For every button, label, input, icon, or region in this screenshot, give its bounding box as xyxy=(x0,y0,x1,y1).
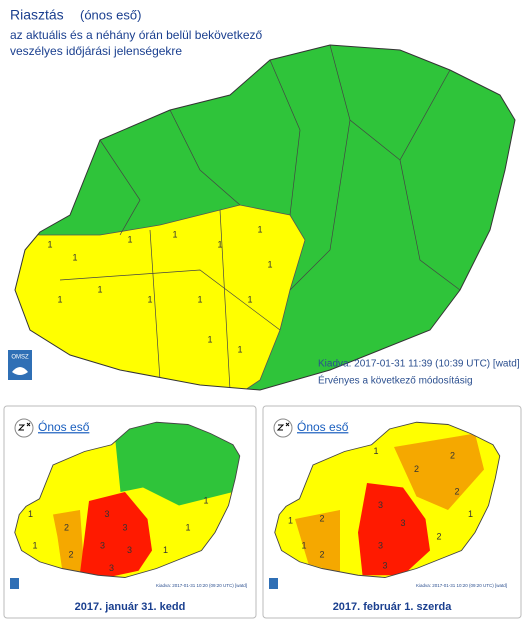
region-level: 2 xyxy=(64,522,69,532)
region-level: 1 xyxy=(468,509,473,519)
region-level: 3 xyxy=(400,518,405,528)
region-level: 1 xyxy=(32,540,37,550)
region-level: 1 xyxy=(203,495,208,505)
icon xyxy=(14,418,34,438)
panel-issued: Kiadva: 2017-01-31 10:20 (09:20 UTC) [wa… xyxy=(416,583,507,588)
region-level: 1 xyxy=(47,239,52,249)
region-level: 1 xyxy=(257,224,262,234)
region-level: 3 xyxy=(104,509,109,519)
logo-text: OMSZ xyxy=(11,355,29,361)
panel-issued: Kiadva: 2017-01-31 10:20 (09:20 UTC) [wa… xyxy=(156,583,247,588)
logo xyxy=(10,578,19,589)
region-level: 3 xyxy=(122,522,127,532)
region-level: 2 xyxy=(450,450,455,460)
panel-map: 1 1 1 1 2 2 2 2 2 2 3 3 3 3 xyxy=(274,421,501,578)
region-level: 1 xyxy=(197,294,202,304)
logo-wave xyxy=(12,367,28,375)
region-level: 1 xyxy=(185,522,190,532)
icon xyxy=(273,418,293,438)
region-level: 1 xyxy=(207,334,212,344)
issued: Kiadva: 2017-01-31 11:39 (10:39 UTC) [wa… xyxy=(318,359,520,370)
region-level: 3 xyxy=(127,545,132,555)
subtitle-line: veszélyes időjárási jelenségekre xyxy=(10,44,182,58)
region-level: 2 xyxy=(319,513,324,523)
region-level: 1 xyxy=(72,252,77,262)
region-level: 1 xyxy=(127,234,132,244)
region-level: 2 xyxy=(414,464,419,474)
region-level: 1 xyxy=(247,294,252,304)
region-level: 1 xyxy=(57,294,62,304)
region-level: 2 xyxy=(454,486,459,496)
region-level: 1 xyxy=(267,259,272,269)
region-level: 3 xyxy=(109,563,114,573)
region-level: 1 xyxy=(163,545,168,555)
region-level: 1 xyxy=(288,516,293,526)
region-level: 3 xyxy=(378,540,383,550)
region-level: 3 xyxy=(382,561,387,571)
panel-link[interactable]: Ónos eső xyxy=(38,419,90,434)
validity: Érvényes a következő módosításig xyxy=(318,374,473,387)
region-level: 2 xyxy=(68,549,73,559)
subtitle: (ónos eső) xyxy=(80,7,141,22)
region-level: 1 xyxy=(373,446,378,456)
region-level: 3 xyxy=(378,500,383,510)
subtitle-line: az aktuális és a néhány órán belül beköv… xyxy=(10,28,262,42)
region-level: 1 xyxy=(217,239,222,249)
panel-link[interactable]: Ónos eső xyxy=(297,419,349,434)
region-level: 1 xyxy=(301,540,306,550)
region-level: 1 xyxy=(237,344,242,354)
main-map: 1 1 1 1 1 1 1 1 1 1 1 1 1 1 xyxy=(14,44,516,391)
region-level: 1 xyxy=(147,294,152,304)
panel-date: 2017. február 1. szerda xyxy=(333,601,453,613)
logo xyxy=(269,578,278,589)
region-level: 3 xyxy=(100,540,105,550)
panel-date: 2017. január 31. kedd xyxy=(75,601,186,613)
region-level: 2 xyxy=(319,549,324,559)
region-level: 1 xyxy=(172,229,177,239)
region-level: 1 xyxy=(97,284,102,294)
region-level: 2 xyxy=(436,531,441,541)
title: Riasztás xyxy=(10,7,64,23)
region-level: 1 xyxy=(28,509,33,519)
